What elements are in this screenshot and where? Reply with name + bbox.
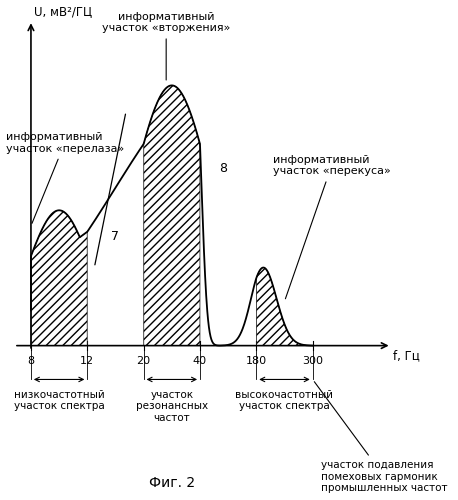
Text: U, мВ²/ГЦ: U, мВ²/ГЦ [34,4,92,18]
Text: высокочастотный
участок спектра: высокочастотный участок спектра [235,390,333,411]
Text: информативный
участок «вторжения»: информативный участок «вторжения» [102,12,230,80]
Text: 7: 7 [111,230,120,243]
Text: Фиг. 2: Фиг. 2 [149,476,195,490]
Text: 20: 20 [136,356,151,366]
Text: 300: 300 [302,356,323,366]
Text: участок
резонансных
частот: участок резонансных частот [136,390,208,423]
Text: низкочастотный
участок спектра: низкочастотный участок спектра [14,390,104,411]
Text: 12: 12 [80,356,94,366]
Text: f, Гц: f, Гц [393,350,420,362]
Text: информативный
участок «перекуса»: информативный участок «перекуса» [273,155,391,299]
Text: 180: 180 [246,356,267,366]
Text: 8: 8 [27,356,34,366]
Text: информативный
участок «перелаза»: информативный участок «перелаза» [5,132,124,224]
Text: участок подавления
помеховых гармоник
промышленных частот: участок подавления помеховых гармоник пр… [314,382,447,494]
Text: 40: 40 [193,356,207,366]
Text: 8: 8 [219,162,227,175]
